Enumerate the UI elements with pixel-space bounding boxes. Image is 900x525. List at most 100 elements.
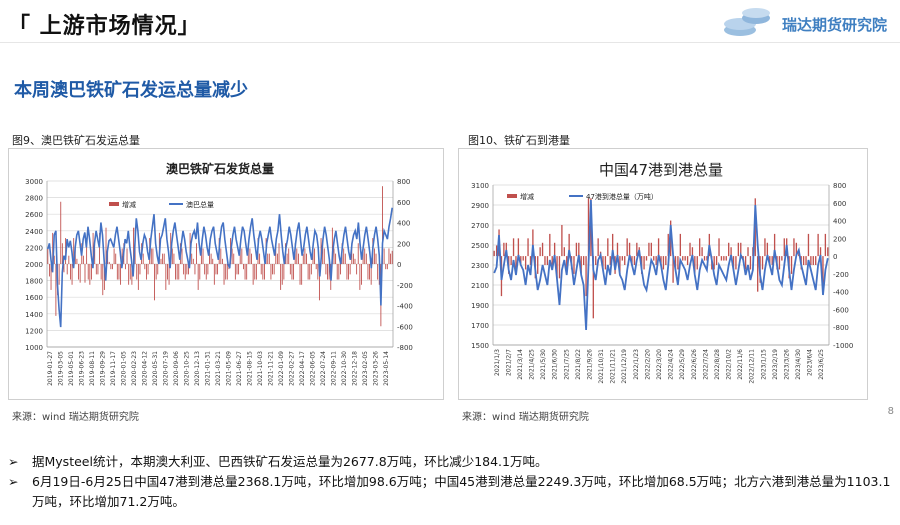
x-tick-label: 2023/3/26	[783, 349, 790, 380]
bar	[238, 264, 240, 275]
x-tick-label: 2021/4/25	[529, 349, 536, 380]
bar	[744, 256, 747, 270]
legend-label: 增减	[520, 192, 534, 201]
figure-9-caption: 图9、澳巴铁矿石发运总量	[12, 134, 140, 147]
bar	[553, 242, 556, 257]
bar	[597, 238, 599, 257]
bar	[273, 264, 275, 275]
x-tick-label: 2021-11-21	[267, 351, 274, 386]
bar	[595, 256, 597, 265]
figure-9-chart: 澳巴铁矿石发货总量3000280026002400220020001800160…	[25, 161, 413, 386]
x-tick-label: 2020-05-31	[152, 351, 159, 386]
y-left-tick-label: 2700	[471, 222, 489, 230]
bar	[199, 264, 201, 280]
x-tick-label: 2021/12/19	[621, 349, 628, 384]
x-tick-label: 2019-08-11	[89, 351, 96, 386]
bar	[120, 264, 122, 285]
bar	[262, 264, 264, 280]
x-tick-label: 2021/3/14	[517, 349, 524, 380]
bar	[223, 264, 225, 285]
bar	[592, 256, 594, 319]
bar	[147, 264, 149, 275]
bar	[192, 258, 194, 264]
bar	[343, 248, 345, 264]
bar	[68, 255, 70, 264]
y-left-tick-label: 2600	[25, 211, 43, 219]
bar	[246, 264, 248, 280]
bar	[701, 247, 703, 257]
bar	[202, 248, 204, 264]
legend-label: 47港到港总量（万吨）	[586, 192, 658, 201]
arrow-bullet-icon: ➢	[8, 454, 19, 469]
bar	[160, 258, 162, 264]
bar	[390, 253, 392, 264]
bar	[689, 242, 691, 257]
y-right-tick-label: -200	[833, 271, 849, 279]
bar	[527, 238, 529, 257]
x-tick-label: 2020-01-05	[121, 351, 128, 386]
bar	[194, 264, 196, 275]
bar	[740, 242, 742, 257]
bar	[270, 264, 272, 280]
bar	[296, 248, 298, 264]
bar	[317, 264, 319, 280]
bar	[304, 248, 306, 264]
bar	[175, 264, 176, 280]
bar	[365, 253, 367, 264]
bar	[112, 264, 113, 270]
x-tick-label: 2023-03-26	[372, 351, 379, 386]
bar	[154, 264, 155, 301]
bar	[822, 256, 824, 292]
bar	[391, 250, 393, 264]
bar	[116, 264, 118, 280]
bar	[696, 256, 698, 270]
bar	[183, 264, 185, 275]
bar	[165, 264, 167, 290]
bar	[725, 256, 727, 261]
bar	[340, 264, 341, 275]
bar	[382, 186, 383, 264]
bar	[155, 264, 157, 280]
bar	[817, 233, 819, 257]
bar	[802, 256, 805, 265]
x-tick-label: 2021/6/30	[552, 349, 559, 380]
bar	[87, 264, 89, 280]
y-left-tick-label: 1500	[471, 342, 489, 350]
bar	[322, 243, 324, 264]
bar	[352, 253, 354, 264]
bar	[561, 225, 563, 257]
chart-title: 中国47港到港总量	[599, 161, 723, 179]
page-number: 8	[887, 406, 894, 417]
bar	[78, 264, 79, 280]
bar	[520, 256, 522, 265]
x-tick-label: 2023/4/30	[795, 349, 802, 380]
bar	[621, 256, 623, 261]
bar	[549, 233, 551, 257]
bar	[129, 264, 131, 280]
bar	[254, 264, 256, 280]
bar	[55, 264, 57, 316]
bar	[764, 238, 766, 257]
x-tick-label: 2020-10-25	[184, 351, 191, 386]
bar	[244, 264, 246, 280]
bar	[657, 238, 660, 257]
y-left-tick-label: 1800	[25, 278, 43, 286]
legend-label: 澳巴总量	[186, 200, 214, 209]
x-tick-label: 2019-09-29	[100, 351, 107, 386]
figure-10-chart-box: 中国47港到港总量 3100 2900 2700 2500 2300 2100 1900 170…	[458, 148, 868, 400]
bar	[197, 264, 199, 290]
bar	[286, 253, 288, 264]
bar	[757, 256, 759, 292]
bar	[556, 256, 558, 279]
bar	[333, 248, 335, 264]
figure-10-source: 来源：wind 瑞达期货研究院	[462, 412, 589, 423]
bar	[660, 256, 662, 265]
bar	[131, 264, 133, 285]
bar	[604, 256, 607, 270]
bar	[204, 264, 206, 275]
bar	[732, 256, 735, 270]
x-tick-label: 2021-05-09	[225, 351, 232, 386]
bar	[493, 250, 495, 257]
bar	[306, 253, 307, 264]
bar	[761, 256, 764, 270]
